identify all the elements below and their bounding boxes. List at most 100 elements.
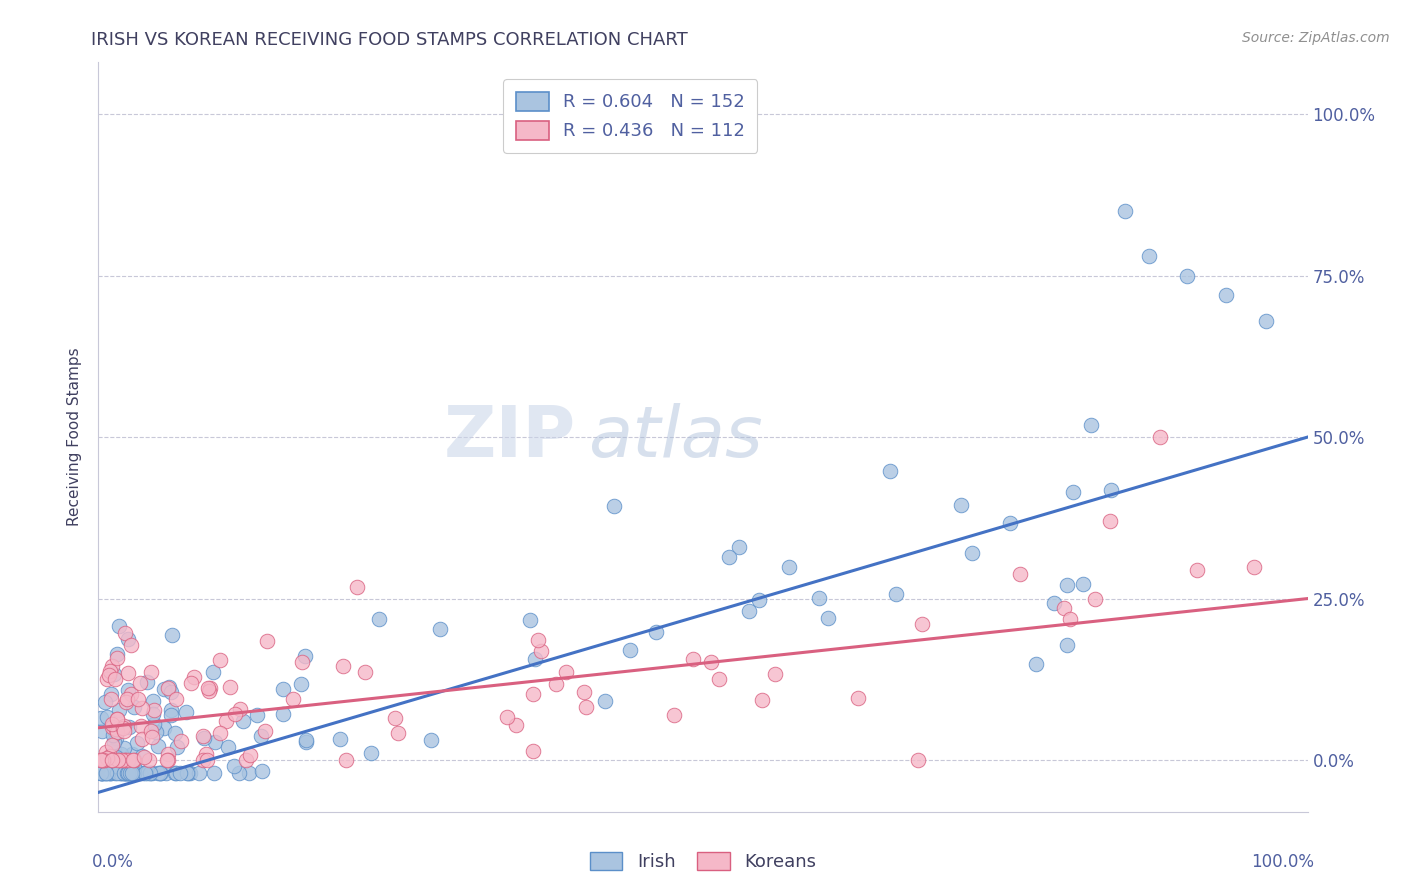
Point — [122, 760, 145, 774]
Point — [108, 753, 131, 767]
Point — [127, 691, 149, 706]
Point — [94, 766, 117, 780]
Point — [112, 723, 135, 738]
Point — [148, 766, 170, 780]
Point — [90, 766, 112, 780]
Point — [94, 695, 117, 709]
Point — [101, 720, 124, 734]
Point — [214, 714, 236, 728]
Point — [950, 498, 973, 512]
Point — [149, 766, 172, 780]
Point — [93, 753, 115, 767]
Point — [1254, 314, 1277, 328]
Point — [728, 540, 751, 554]
Point — [108, 703, 131, 717]
Point — [700, 655, 723, 669]
Point — [96, 672, 118, 686]
Point — [112, 766, 135, 780]
Point — [110, 766, 132, 780]
Point — [197, 681, 219, 695]
Point — [142, 694, 165, 708]
Point — [122, 766, 145, 780]
Point — [807, 591, 830, 605]
Point — [748, 592, 770, 607]
Point — [105, 750, 128, 764]
Point — [125, 764, 148, 779]
Point — [105, 712, 128, 726]
Point — [121, 638, 143, 652]
Text: Source: ZipAtlas.com: Source: ZipAtlas.com — [1241, 31, 1389, 45]
Point — [112, 740, 135, 755]
Point — [90, 766, 112, 780]
Point — [118, 766, 141, 780]
Point — [198, 683, 221, 698]
Point — [253, 723, 276, 738]
Point — [1215, 288, 1237, 302]
Point — [229, 701, 252, 715]
Point — [360, 746, 382, 760]
Point — [143, 703, 166, 717]
Point — [101, 658, 124, 673]
Point — [217, 740, 239, 755]
Point — [117, 766, 139, 780]
Point — [97, 766, 120, 780]
Point — [94, 753, 117, 767]
Point — [281, 691, 304, 706]
Point — [160, 628, 183, 642]
Point — [100, 692, 122, 706]
Point — [131, 749, 153, 764]
Point — [145, 725, 167, 739]
Point — [239, 747, 262, 762]
Point — [110, 766, 132, 780]
Point — [209, 726, 232, 740]
Point — [166, 740, 188, 755]
Point — [112, 719, 135, 733]
Point — [120, 766, 142, 780]
Text: IRISH VS KOREAN RECEIVING FOOD STAMPS CORRELATION CHART: IRISH VS KOREAN RECEIVING FOOD STAMPS CO… — [91, 31, 688, 49]
Point — [101, 728, 124, 742]
Point — [1099, 483, 1122, 497]
Point — [1243, 559, 1265, 574]
Point — [530, 644, 553, 658]
Point — [960, 546, 983, 560]
Point — [294, 648, 316, 663]
Point — [98, 664, 121, 678]
Point — [118, 766, 141, 780]
Point — [156, 753, 179, 767]
Point — [165, 766, 187, 780]
Point — [104, 766, 127, 780]
Point — [103, 743, 125, 757]
Point — [209, 653, 232, 667]
Point — [1025, 657, 1047, 672]
Point — [117, 766, 139, 780]
Point — [105, 713, 128, 727]
Point — [141, 766, 163, 780]
Point — [111, 721, 134, 735]
Point — [256, 633, 278, 648]
Point — [524, 652, 547, 666]
Point — [134, 766, 156, 780]
Point — [105, 725, 128, 739]
Point — [505, 718, 527, 732]
Point — [110, 766, 132, 780]
Point — [1071, 576, 1094, 591]
Point — [91, 723, 114, 738]
Point — [132, 766, 155, 780]
Point — [114, 753, 136, 767]
Point — [165, 766, 187, 780]
Point — [354, 665, 377, 679]
Point — [121, 747, 143, 762]
Point — [117, 766, 139, 780]
Point — [817, 611, 839, 625]
Point — [911, 616, 934, 631]
Point — [142, 706, 165, 721]
Point — [129, 675, 152, 690]
Point — [176, 766, 198, 780]
Point — [495, 710, 517, 724]
Legend: Irish, Koreans: Irish, Koreans — [582, 845, 824, 879]
Point — [544, 677, 567, 691]
Point — [139, 766, 162, 780]
Point — [1080, 418, 1102, 433]
Point — [682, 652, 704, 666]
Point — [1056, 578, 1078, 592]
